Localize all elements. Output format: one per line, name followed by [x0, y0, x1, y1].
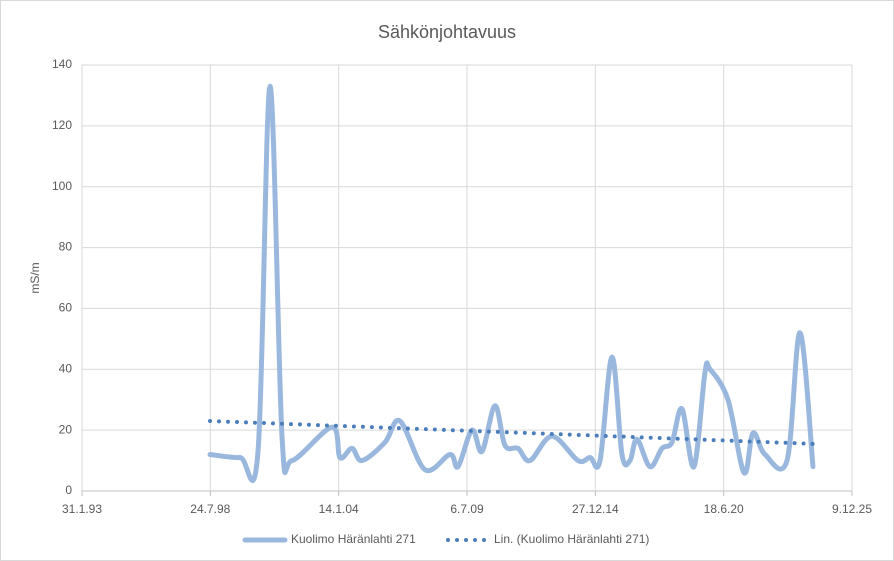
chart-title: Sähkönjohtavuus [378, 22, 516, 42]
x-tick-label: 27.12.14 [572, 502, 619, 516]
y-tick-label: 40 [59, 361, 73, 375]
x-tick-label: 24.7.98 [190, 502, 230, 516]
x-tick-label: 18.6.20 [704, 502, 744, 516]
y-tick-label: 20 [59, 422, 73, 436]
y-tick-label: 140 [52, 57, 72, 71]
y-axis-label: mS/m [28, 262, 42, 293]
x-tick-label: 14.1.04 [319, 502, 359, 516]
y-tick-label: 80 [59, 240, 73, 254]
y-tick-label: 100 [52, 179, 72, 193]
legend-label: Kuolimo Häränlahti 271 [291, 532, 416, 546]
x-tick-label: 31.1.93 [62, 502, 102, 516]
y-tick-label: 60 [59, 301, 73, 315]
x-tick-label: 9.12.25 [832, 502, 872, 516]
y-tick-label: 0 [65, 483, 72, 497]
y-tick-label: 120 [52, 118, 72, 132]
series-line [207, 83, 816, 483]
x-tick-label: 6.7.09 [450, 502, 484, 516]
trend-line [208, 419, 815, 446]
legend-label: Lin. (Kuolimo Häränlahti 271) [494, 532, 649, 546]
